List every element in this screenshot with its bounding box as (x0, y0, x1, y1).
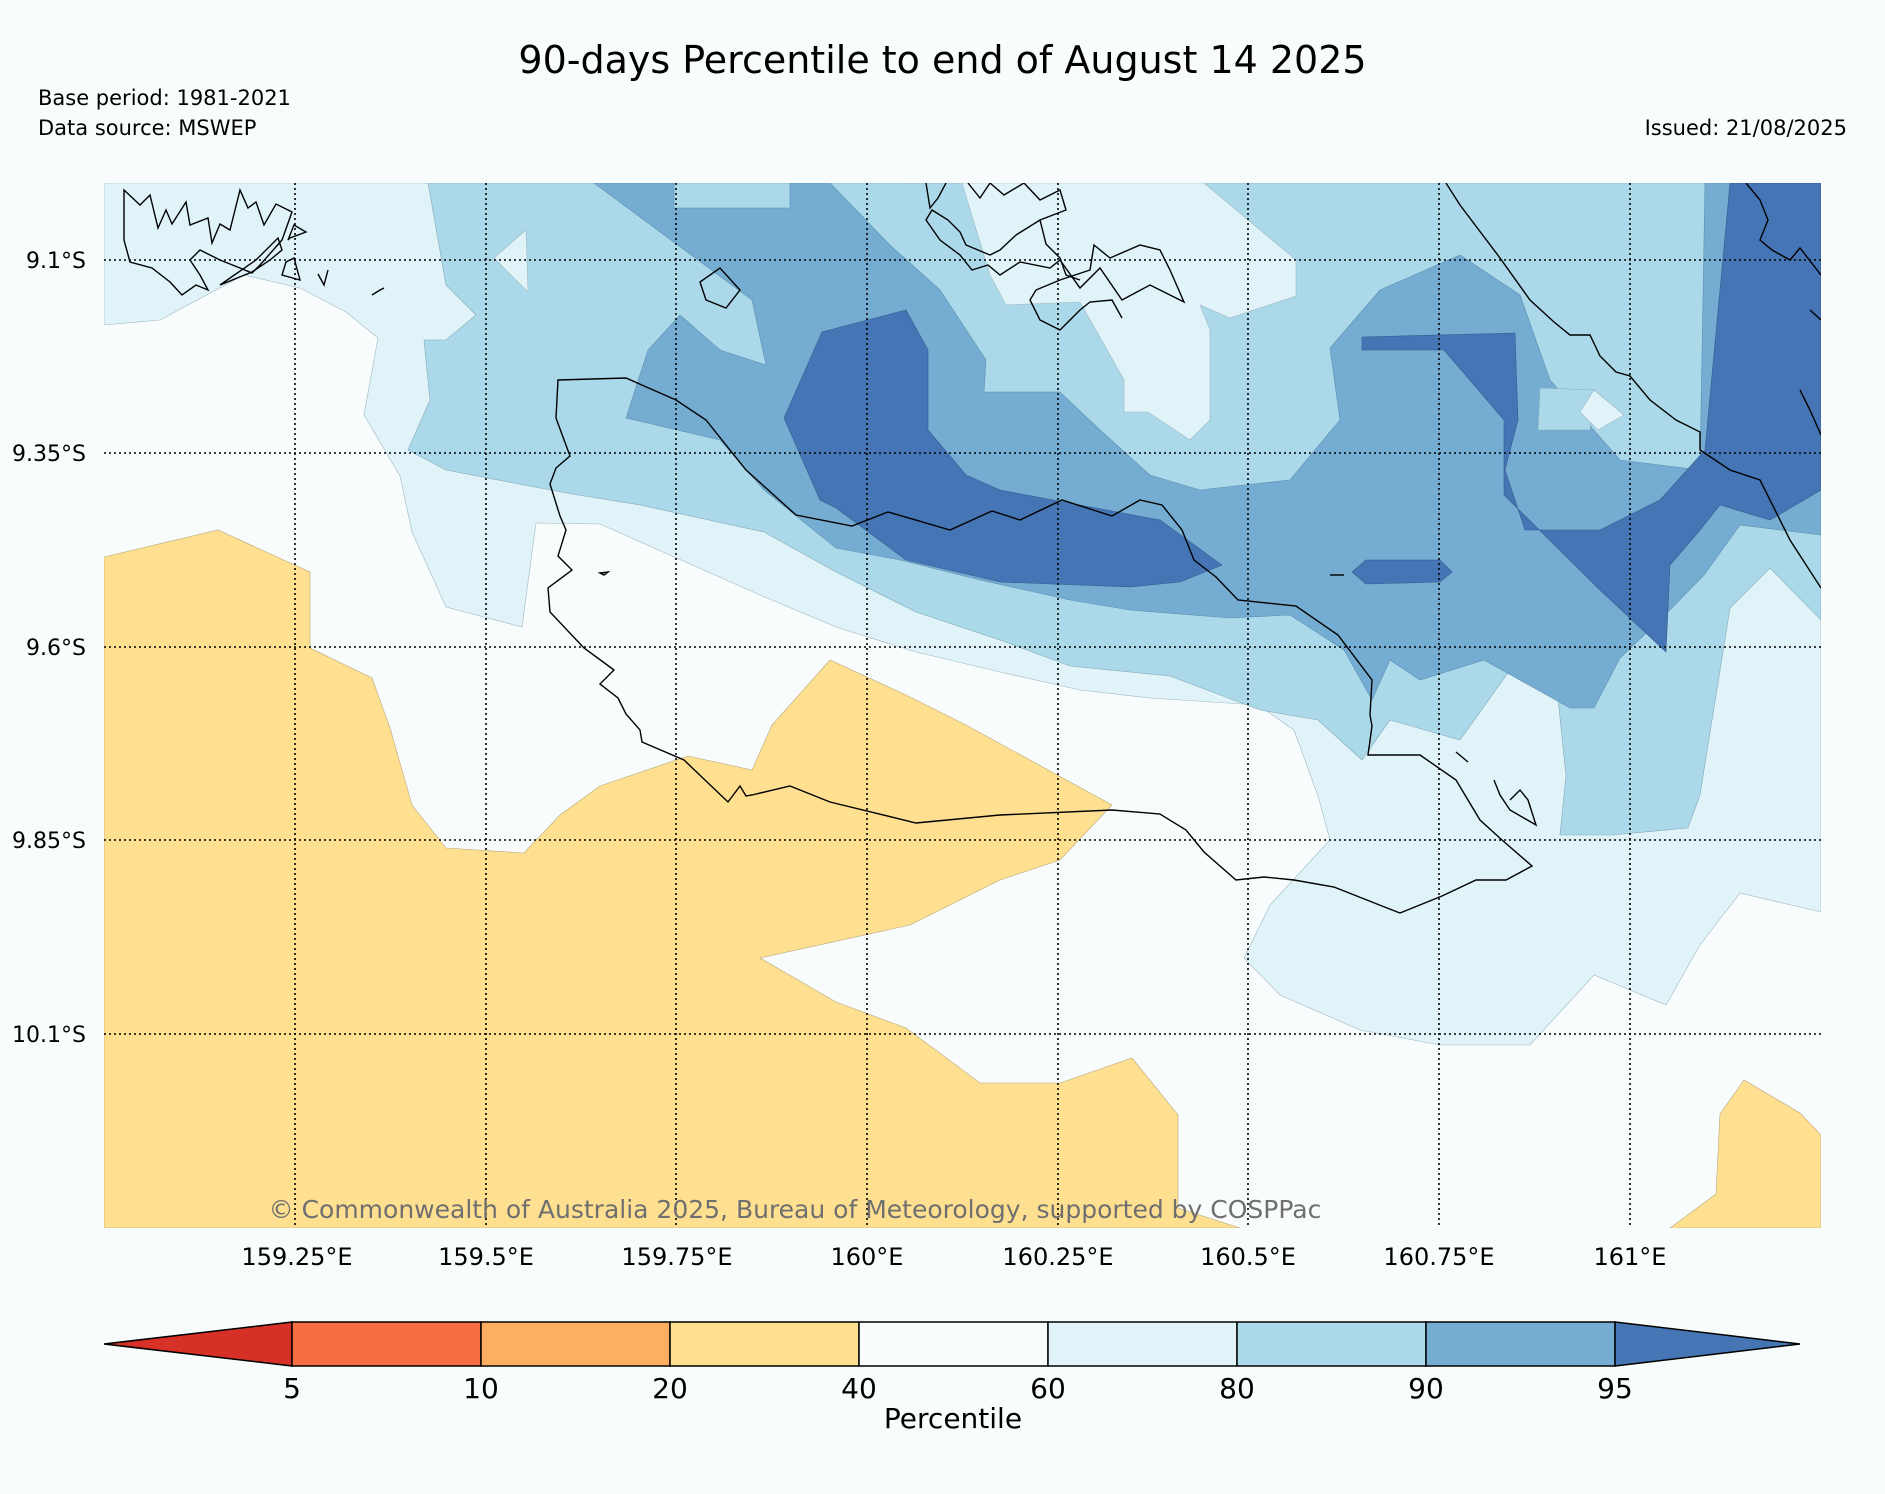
map-area (104, 183, 1821, 1228)
lat-label-9.35: 9.35°S (12, 442, 86, 467)
fill-above-95-right (1361, 183, 1821, 653)
lon-label-161: 161°E (1594, 1243, 1667, 1271)
lon-label-159.25: 159.25°E (241, 1243, 352, 1271)
fill-20-40-main (104, 529, 1241, 1228)
copyright-text: © Commonwealth of Australia 2025, Bureau… (269, 1195, 1322, 1224)
fill-60-80-pocket-right (1579, 389, 1625, 431)
fill-above-95-left (783, 309, 1223, 588)
lat-label-9.6: 9.6°S (26, 636, 86, 661)
gridlines (104, 183, 1821, 1228)
lat-label-9.85: 9.85°S (12, 829, 86, 854)
lat-label-9.1: 9.1°S (26, 249, 86, 274)
lon-label-160.25: 160.25°E (1002, 1243, 1113, 1271)
lon-label-160.75: 160.75°E (1383, 1243, 1494, 1271)
lon-label-160: 160°E (831, 1243, 904, 1271)
fill-80-90-pocket-right (1537, 387, 1595, 431)
fill-60-80-pocket (493, 229, 529, 293)
lon-label-159.5: 159.5°E (438, 1243, 534, 1271)
issued-date-text: Issued: 21/08/2025 (1644, 116, 1847, 140)
base-period-text: Base period: 1981-2021 (38, 86, 291, 110)
lon-label-160.5: 160.5°E (1200, 1243, 1296, 1271)
fill-20-40-corner (1669, 1079, 1821, 1228)
map-title: 90-days Percentile to end of August 14 2… (518, 38, 1367, 82)
lon-label-159.75: 159.75°E (621, 1243, 732, 1271)
data-source-text: Data source: MSWEP (38, 116, 257, 140)
fill-above-95-small (1351, 559, 1453, 585)
lat-label-10.1: 10.1°S (12, 1023, 86, 1048)
